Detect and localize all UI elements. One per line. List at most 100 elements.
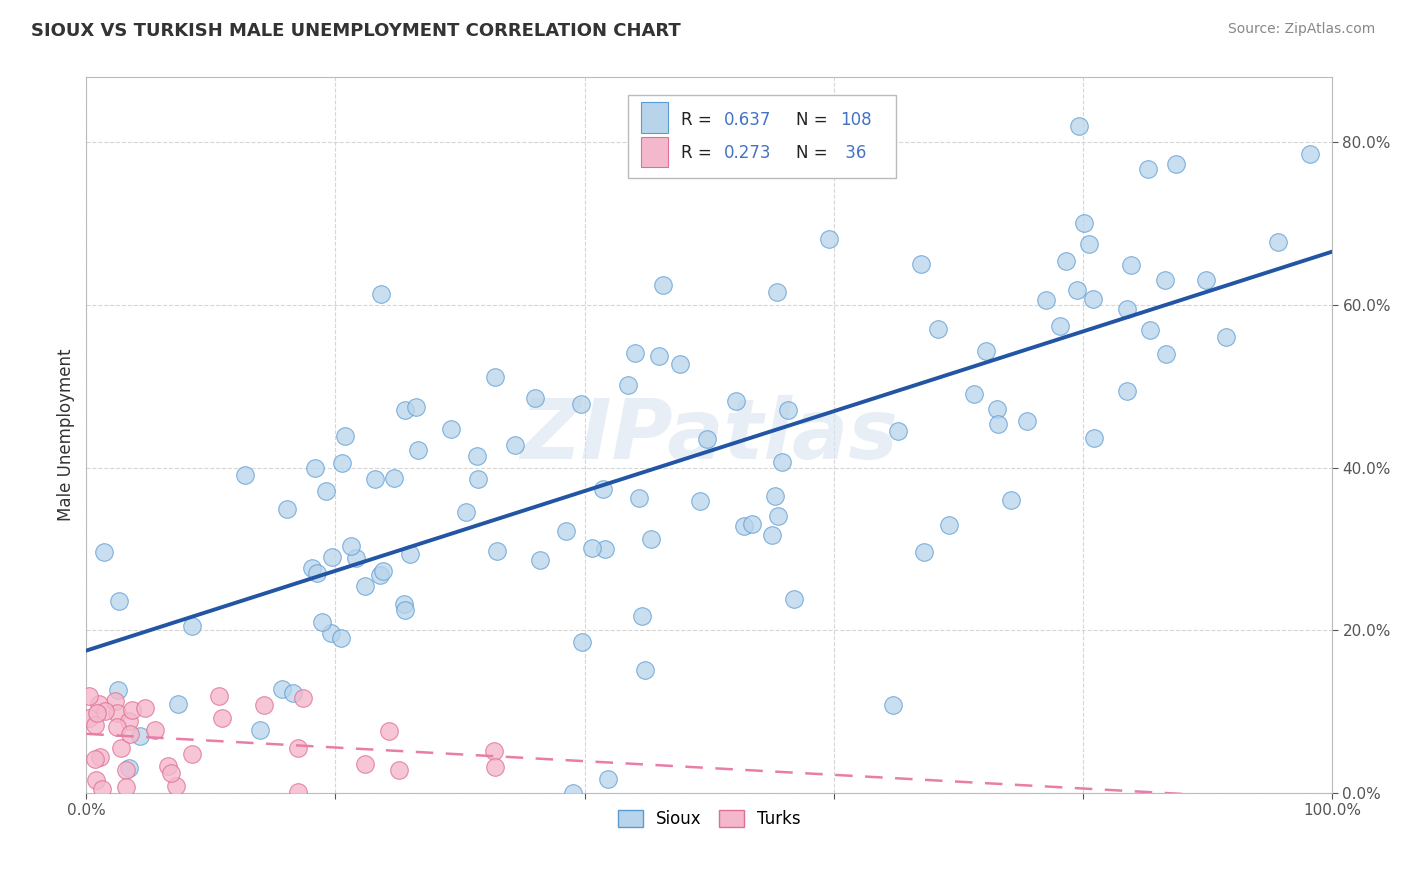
- Point: [129, 729, 152, 743]
- Point: [1066, 283, 1088, 297]
- Point: [524, 391, 547, 405]
- Point: [596, 772, 619, 786]
- Point: [770, 454, 793, 468]
- Point: [1195, 273, 1218, 287]
- Point: [304, 461, 326, 475]
- Point: [485, 544, 508, 558]
- Text: Source: ZipAtlas.com: Source: ZipAtlas.com: [1227, 22, 1375, 37]
- Point: [1073, 216, 1095, 230]
- Point: [887, 424, 910, 438]
- Point: [115, 763, 138, 777]
- Point: [484, 370, 506, 384]
- Point: [974, 344, 997, 359]
- Point: [581, 541, 603, 555]
- Point: [77, 711, 100, 725]
- Point: [134, 700, 156, 714]
- Point: [465, 449, 488, 463]
- Point: [571, 635, 593, 649]
- Point: [733, 518, 755, 533]
- Point: [118, 714, 141, 728]
- Point: [652, 277, 675, 292]
- Point: [388, 763, 411, 777]
- Point: [211, 711, 233, 725]
- Point: [725, 393, 748, 408]
- Text: ZIPatlas: ZIPatlas: [520, 394, 898, 475]
- Text: R =: R =: [681, 144, 717, 162]
- Point: [377, 724, 399, 739]
- Point: [817, 232, 839, 246]
- Point: [156, 759, 179, 773]
- Point: [1154, 273, 1177, 287]
- Point: [987, 417, 1010, 431]
- Point: [253, 698, 276, 713]
- Point: [467, 472, 489, 486]
- Point: [963, 387, 986, 401]
- Point: [394, 402, 416, 417]
- Point: [912, 545, 935, 559]
- Point: [399, 547, 422, 561]
- Point: [77, 689, 100, 703]
- Point: [105, 706, 128, 720]
- Point: [571, 396, 593, 410]
- Point: [89, 749, 111, 764]
- Point: [118, 727, 141, 741]
- Point: [503, 438, 526, 452]
- Point: [181, 747, 204, 762]
- Point: [287, 741, 309, 756]
- Point: [1215, 329, 1237, 343]
- Bar: [641, 103, 668, 133]
- Point: [927, 322, 949, 336]
- Text: 108: 108: [839, 112, 872, 129]
- Point: [371, 564, 394, 578]
- Point: [301, 561, 323, 575]
- Point: [1156, 347, 1178, 361]
- Point: [86, 706, 108, 720]
- Point: [121, 703, 143, 717]
- Point: [1115, 384, 1137, 398]
- Point: [305, 566, 328, 580]
- Point: [768, 508, 790, 523]
- Point: [617, 378, 640, 392]
- Point: [392, 597, 415, 611]
- Point: [87, 697, 110, 711]
- Point: [368, 568, 391, 582]
- Point: [165, 779, 187, 793]
- Point: [783, 591, 806, 606]
- Point: [1115, 301, 1137, 316]
- Bar: [641, 136, 668, 167]
- Point: [529, 553, 551, 567]
- Point: [648, 349, 671, 363]
- Point: [631, 609, 654, 624]
- Point: [482, 744, 505, 758]
- Point: [1164, 157, 1187, 171]
- Point: [353, 578, 375, 592]
- Point: [110, 740, 132, 755]
- Point: [94, 704, 117, 718]
- Point: [330, 631, 353, 645]
- Point: [84, 718, 107, 732]
- Point: [986, 401, 1008, 416]
- Point: [1081, 292, 1104, 306]
- FancyBboxPatch shape: [628, 95, 896, 178]
- Point: [249, 723, 271, 737]
- Point: [311, 615, 333, 629]
- Point: [84, 752, 107, 766]
- Point: [1000, 493, 1022, 508]
- Point: [382, 471, 405, 485]
- Point: [340, 540, 363, 554]
- Point: [592, 482, 614, 496]
- Point: [364, 472, 387, 486]
- Point: [1139, 322, 1161, 336]
- Point: [107, 593, 129, 607]
- Point: [1035, 293, 1057, 308]
- Point: [315, 484, 337, 499]
- Point: [1119, 258, 1142, 272]
- Point: [118, 760, 141, 774]
- Point: [104, 694, 127, 708]
- Point: [484, 760, 506, 774]
- Point: [160, 766, 183, 780]
- Point: [181, 619, 204, 633]
- Point: [689, 493, 711, 508]
- Y-axis label: Male Unemployment: Male Unemployment: [58, 349, 75, 521]
- Point: [143, 723, 166, 737]
